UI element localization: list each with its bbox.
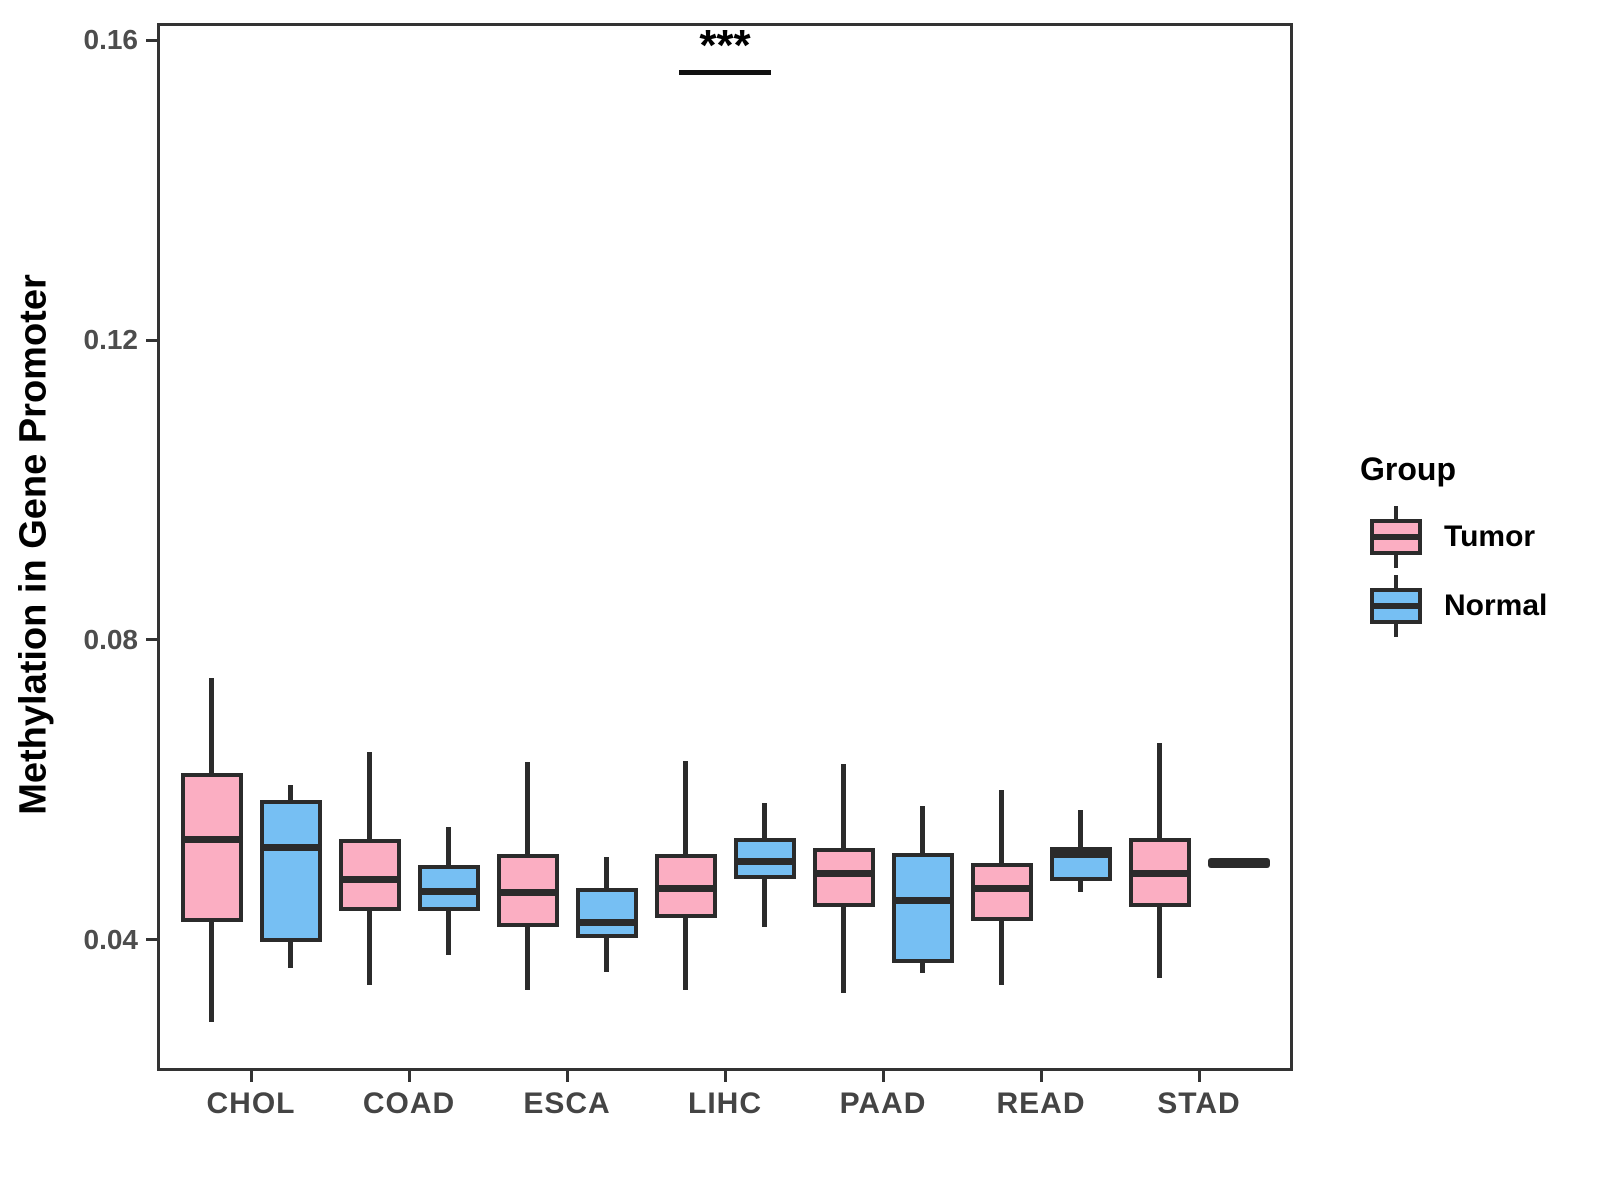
legend-title: Group xyxy=(1360,451,1456,487)
box-read-tumor xyxy=(970,862,1033,922)
median-paad-tumor xyxy=(812,869,875,877)
median-chol-tumor xyxy=(180,835,243,843)
x-axis-tick xyxy=(407,1071,411,1082)
x-axis-tick xyxy=(565,1071,569,1082)
whisker-upper-esca-tumor xyxy=(525,762,530,854)
box-chol-tumor xyxy=(180,772,243,922)
whisker-upper-lihc-normal xyxy=(762,802,767,838)
boxplot-stad-normal xyxy=(1207,857,1270,868)
boxplot-key-icon xyxy=(1368,506,1424,568)
box-paad-tumor xyxy=(812,847,875,907)
box-esca-normal xyxy=(575,888,638,938)
y-axis-tick xyxy=(146,338,157,342)
whisker-upper-stad-tumor xyxy=(1157,742,1162,838)
whisker-lower-coad-tumor xyxy=(367,910,372,985)
x-tick-label: LIHC xyxy=(688,1087,762,1120)
x-axis-tick xyxy=(1197,1071,1201,1082)
whisker-lower-stad-tumor xyxy=(1157,906,1162,979)
median-esca-normal xyxy=(575,919,638,927)
whisker-upper-lihc-tumor xyxy=(683,760,688,854)
box-paad-normal xyxy=(891,852,954,964)
whisker-lower-coad-normal xyxy=(446,910,451,955)
legend-label-normal: Normal xyxy=(1444,589,1548,622)
x-axis-tick xyxy=(723,1071,727,1082)
plot-panel xyxy=(157,23,1293,1071)
box-coad-tumor xyxy=(338,839,401,911)
whisker-lower-read-normal xyxy=(1078,880,1083,892)
whisker-upper-coad-normal xyxy=(446,826,451,865)
median-read-tumor xyxy=(970,884,1033,892)
median-coad-tumor xyxy=(338,875,401,883)
whisker-lower-chol-tumor xyxy=(209,921,214,1023)
y-tick-label: 0.04 xyxy=(83,923,139,955)
y-tick-label: 0.08 xyxy=(83,623,139,655)
whisker-upper-chol-tumor xyxy=(209,678,214,773)
whisker-lower-paad-normal xyxy=(920,963,925,973)
y-axis-tick xyxy=(146,638,157,642)
whisker-lower-esca-normal xyxy=(604,937,609,973)
whisker-upper-esca-normal xyxy=(604,856,609,889)
y-axis-tick xyxy=(146,38,157,42)
x-tick-label: CHOL xyxy=(206,1087,296,1120)
key-median xyxy=(1370,534,1422,540)
whisker-upper-read-tumor xyxy=(999,789,1004,863)
whisker-lower-chol-normal xyxy=(288,942,293,968)
x-tick-label: ESCA xyxy=(523,1087,611,1120)
whisker-upper-chol-normal xyxy=(288,785,293,800)
y-tick-label: 0.16 xyxy=(83,24,139,56)
x-axis-tick xyxy=(881,1071,885,1082)
x-tick-label: STAD xyxy=(1157,1087,1241,1120)
legend-label-tumor: Tumor xyxy=(1444,520,1536,553)
legend-item-tumor: Tumor xyxy=(1368,506,1535,568)
whisker-upper-paad-tumor xyxy=(841,763,846,848)
boxplot-key-icon xyxy=(1368,575,1424,637)
significance-bar xyxy=(679,69,771,75)
x-tick-label: COAD xyxy=(362,1087,456,1120)
median-esca-tumor xyxy=(496,889,559,897)
x-axis-tick xyxy=(1039,1071,1043,1082)
box-chol-normal xyxy=(259,799,322,943)
y-axis-tick xyxy=(146,938,157,942)
whisker-lower-esca-tumor xyxy=(525,927,530,991)
whisker-lower-lihc-normal xyxy=(762,879,767,928)
x-axis-tick xyxy=(249,1071,253,1082)
significance-stars: *** xyxy=(699,21,751,71)
whisker-lower-read-tumor xyxy=(999,921,1004,985)
whisker-lower-lihc-tumor xyxy=(683,918,688,991)
x-tick-label: PAAD xyxy=(839,1087,927,1120)
box-coad-normal xyxy=(417,864,480,911)
y-axis-title: Methylation in Gene Promoter xyxy=(12,274,55,815)
legend: Group Tumor Normal xyxy=(1360,452,1590,672)
median-coad-normal xyxy=(417,888,480,896)
median-lihc-normal xyxy=(733,858,796,866)
median-read-normal xyxy=(1049,850,1112,858)
whisker-upper-coad-tumor xyxy=(367,751,372,840)
legend-item-normal: Normal xyxy=(1368,575,1547,637)
median-lihc-tumor xyxy=(654,885,717,893)
whisker-upper-paad-normal xyxy=(920,805,925,853)
median-stad-tumor xyxy=(1128,869,1191,877)
y-tick-label: 0.12 xyxy=(83,324,139,356)
key-median xyxy=(1370,603,1422,609)
x-tick-label: READ xyxy=(996,1087,1086,1120)
whisker-lower-paad-tumor xyxy=(841,906,846,994)
median-chol-normal xyxy=(259,844,322,852)
whisker-upper-read-normal xyxy=(1078,810,1083,847)
median-paad-normal xyxy=(891,896,954,904)
